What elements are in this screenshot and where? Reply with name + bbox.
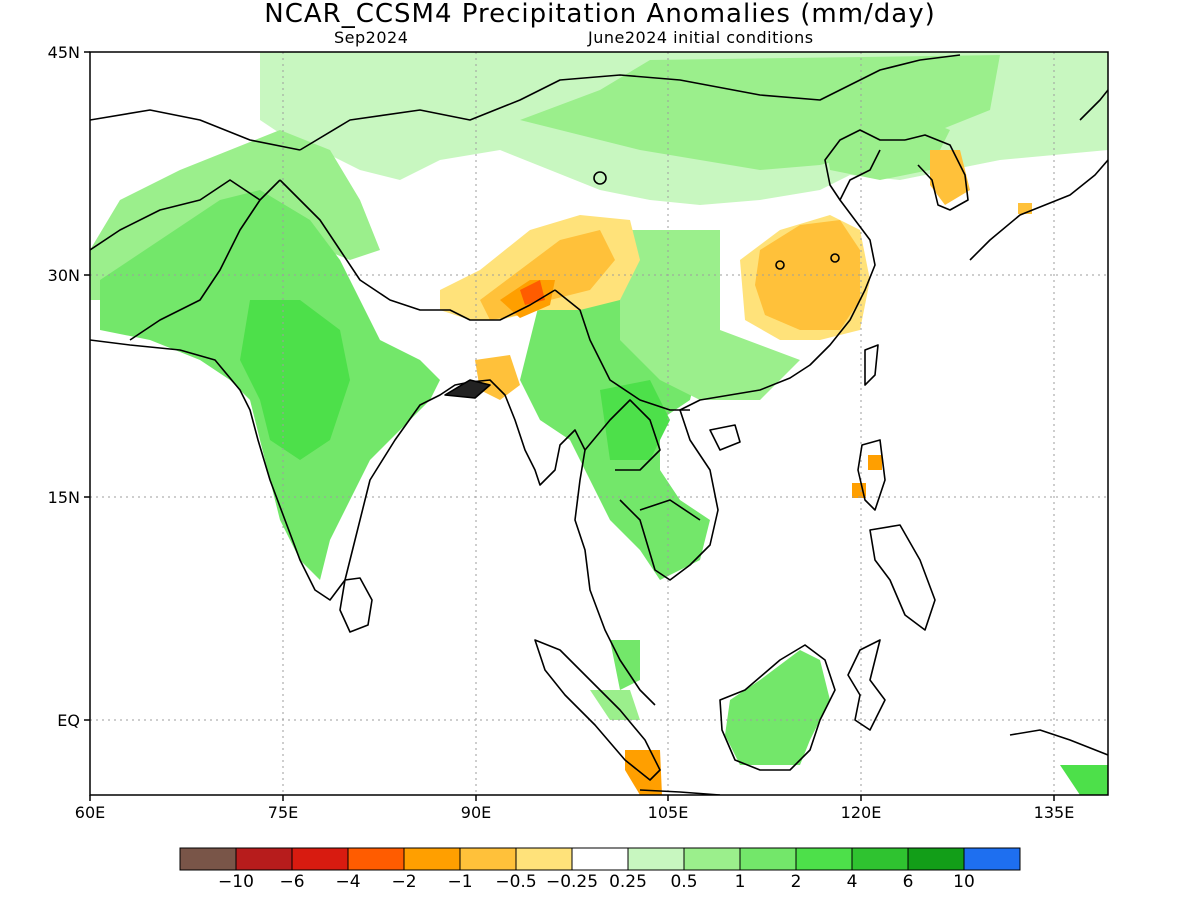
colorbar-label: 1 — [734, 872, 746, 892]
coastline-borneo — [719, 644, 836, 771]
coastline-korea — [904, 134, 969, 211]
colorbar-label: −0.25 — [545, 872, 599, 892]
anomaly-field-layer — [90, 52, 1108, 795]
plot-frame — [89, 51, 1109, 796]
colorbar-swatch — [907, 847, 965, 871]
lat-label: EQ — [57, 711, 80, 730]
colorbar-swatch — [515, 847, 573, 871]
anomaly-region-south-china — [620, 230, 800, 400]
coastline-sri-lanka — [339, 577, 373, 633]
border-afghanistan — [90, 179, 261, 251]
border-china-north — [299, 54, 961, 151]
anomaly-region-yangtze-dry-core — [755, 220, 860, 330]
colorbar-label: −6 — [279, 872, 305, 892]
lon-label: 135E — [1034, 803, 1075, 822]
coastline-myanmar-malay — [469, 379, 656, 706]
colorbar-label: −4 — [335, 872, 361, 892]
lon-label: 75E — [268, 803, 298, 822]
border-himalaya — [279, 179, 556, 321]
lon-labels: 60E 75E 90E 105E 120E 135E — [75, 803, 1075, 822]
colorbar-swatch — [739, 847, 797, 871]
coastline-hainan — [709, 424, 741, 451]
coastline-philippines-south — [869, 524, 936, 631]
colorbar-swatch — [235, 847, 293, 871]
graticule — [90, 52, 1108, 795]
coastline-north-china — [824, 129, 905, 201]
colorbar-swatch — [403, 847, 461, 871]
anomaly-region-new-guinea — [1060, 765, 1108, 795]
colorbar-swatch — [347, 847, 405, 871]
colorbar-swatch — [459, 847, 517, 871]
coastline-taiwan — [864, 344, 879, 386]
colorbar — [179, 847, 1021, 871]
anomaly-region-korea-japan-sea — [820, 110, 950, 180]
anomaly-region-java-dry — [625, 750, 662, 795]
bangladesh-delta — [444, 379, 491, 399]
lat-labels: 45N 30N 15N EQ — [48, 43, 80, 730]
colorbar-label: −1 — [447, 872, 473, 892]
coastline-luzon — [857, 439, 886, 511]
colorbar-label: −2 — [391, 872, 417, 892]
coastline-sulawesi — [847, 639, 886, 731]
colorbar-label: −0.5 — [495, 872, 537, 892]
anomaly-region-borneo — [725, 650, 830, 765]
anomaly-region-luzon-dry — [868, 455, 882, 470]
colorbar-label: 0.5 — [670, 872, 698, 892]
border-cambodia — [639, 499, 701, 521]
lat-label: 30N — [48, 266, 80, 285]
anomaly-region-bangladesh-dry — [475, 355, 520, 400]
colorbar-swatch — [963, 847, 1021, 871]
colorbar-label: 2 — [790, 872, 802, 892]
coastline-sumatra — [534, 639, 661, 781]
anomaly-region-india-core — [240, 300, 350, 460]
subtitle-valid-month: Sep2024 — [334, 28, 409, 47]
border-central-asia — [90, 109, 301, 151]
coastline-hokkaido — [1079, 89, 1108, 121]
lake-marker — [775, 260, 785, 270]
coastline-india — [90, 339, 471, 601]
lon-label: 105E — [648, 803, 689, 822]
coastlines — [90, 54, 1108, 795]
anomaly-region-se-asia-core — [600, 380, 670, 460]
map-title: NCAR_CCSM4 Precipitation Anomalies (mm/d… — [264, 0, 936, 29]
lat-label: 15N — [48, 488, 80, 507]
lake-marker — [593, 171, 607, 185]
anomaly-region-himalaya-peak — [520, 280, 545, 305]
coastline-java — [639, 789, 721, 795]
colorbar-swatch — [851, 847, 909, 871]
colorbar-label: 4 — [846, 872, 858, 892]
colorbar-label: −10 — [218, 872, 254, 892]
border-thailand-laos — [584, 399, 661, 471]
colorbar-swatch — [627, 847, 685, 871]
colorbar-label: 6 — [902, 872, 914, 892]
lon-label: 120E — [841, 803, 882, 822]
ticks — [84, 51, 1055, 801]
lat-label: 45N — [48, 43, 80, 62]
border-myanmar-china — [554, 289, 690, 411]
subtitle-initial-conditions: June2024 initial conditions — [588, 28, 814, 47]
colorbar-swatch — [683, 847, 741, 871]
colorbar-label: 0.25 — [609, 872, 647, 892]
coastline-indochina — [619, 149, 881, 581]
colorbar-swatch — [291, 847, 349, 871]
coastline-new-guinea — [1009, 729, 1108, 756]
colorbar-swatch — [795, 847, 853, 871]
colorbar-label: 10 — [953, 872, 975, 892]
colorbar-swatch — [179, 847, 237, 871]
coastline-japan — [969, 159, 1108, 261]
colorbar-swatch — [571, 847, 629, 871]
lake-marker — [830, 253, 840, 263]
lon-label: 60E — [75, 803, 105, 822]
lon-label: 90E — [461, 803, 491, 822]
